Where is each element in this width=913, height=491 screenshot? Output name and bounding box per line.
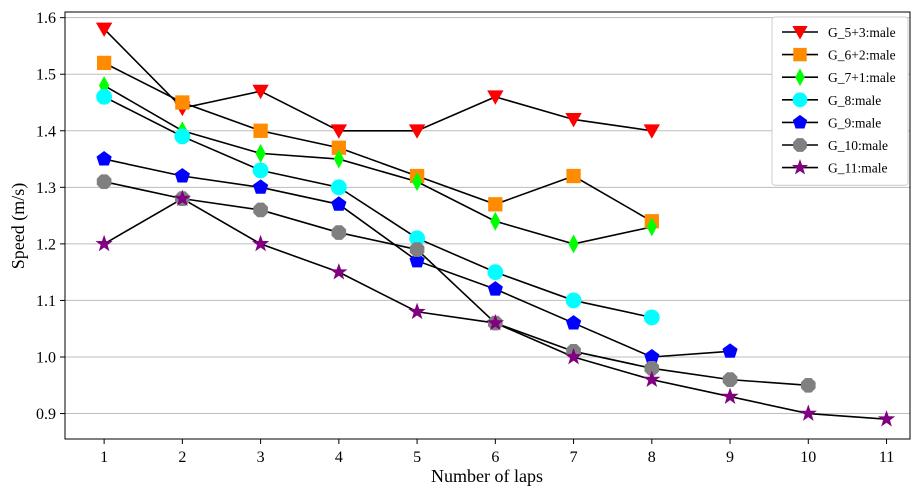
x-tick-label: 6: [491, 449, 499, 466]
data-point-g-11-male: [486, 313, 504, 331]
data-point-g-9-male: [487, 281, 503, 296]
data-point-g-5-3-male: [643, 124, 660, 139]
data-point-g-8-male: [174, 128, 191, 145]
data-point-g-8-male: [487, 264, 504, 281]
data-point-g-7-1-male: [568, 234, 579, 254]
data-point-g-5-3-male: [408, 124, 426, 139]
plot-frame: [64, 11, 911, 440]
data-point-g-10-male: [409, 242, 425, 257]
data-point-g-6-2-male: [253, 123, 268, 138]
legend-label-g-7-1-male: G_7+1:male: [828, 70, 896, 85]
x-tick-label: 4: [335, 449, 343, 466]
data-point-g-11-male: [251, 234, 270, 252]
data-point-g-11-male: [173, 189, 192, 206]
x-tick-label: 3: [257, 449, 265, 466]
legend-label-g-5-3-male: G_5+3:male: [828, 25, 896, 40]
data-point-g-7-1-male: [490, 211, 501, 231]
data-point-g-9-male: [722, 343, 738, 358]
legend-marker-g-8-male: [792, 92, 808, 108]
data-point-g-7-1-male: [255, 143, 266, 163]
y-tick-label: 1.0: [36, 349, 56, 366]
data-point-g-11-male: [877, 410, 896, 427]
legend-label-g-10-male: G_10:male: [828, 138, 888, 153]
series-line-g-6-2-male: [103, 62, 653, 222]
data-point-g-10-male: [253, 202, 268, 218]
y-tick-label: 1.4: [36, 123, 56, 140]
legend-marker-g-10-male: [793, 138, 807, 152]
data-point-g-7-1-male: [646, 217, 657, 237]
y-tick-label: 1.5: [36, 67, 56, 84]
x-tick-label: 10: [800, 449, 816, 466]
data-point-g-11-male: [643, 370, 661, 387]
data-point-g-5-3-male: [565, 113, 582, 128]
series-markers: [95, 22, 896, 427]
data-point-g-6-2-male: [566, 168, 581, 184]
data-point-g-6-2-male: [488, 197, 503, 212]
data-point-g-9-male: [331, 196, 347, 211]
data-point-g-10-male: [800, 377, 816, 393]
data-point-g-8-male: [565, 292, 582, 309]
data-point-g-6-2-male: [96, 55, 112, 71]
y-tick-label: 0.9: [36, 406, 56, 423]
data-point-g-5-3-male: [252, 84, 269, 100]
data-point-g-9-male: [174, 168, 190, 183]
data-point-g-11-male: [721, 387, 739, 404]
series-line-g-5-3-male: [103, 28, 652, 132]
data-point-g-7-1-male: [333, 149, 344, 169]
data-point-g-11-male: [95, 234, 113, 252]
series-line-g-10-male: [103, 180, 809, 387]
legend-label-g-9-male: G_9:male: [828, 115, 881, 130]
legend-label-g-11-male: G_11:male: [828, 161, 887, 176]
data-point-g-8-male: [96, 88, 113, 105]
gridlines: [65, 17, 910, 415]
x-tick-label: 7: [570, 449, 578, 466]
x-axis-ticks: 1 2 3 4 5 6 7 8 9 10 11: [100, 439, 894, 466]
data-point-g-8-male: [643, 309, 660, 326]
legend: G_5+3:male G_6+2:male G_7+1:male G_8:male G_…: [771, 16, 909, 186]
x-tick-label: 2: [178, 449, 186, 466]
x-tick-label: 1: [100, 449, 108, 466]
data-point-g-11-male: [408, 302, 426, 320]
data-point-g-9-male: [252, 179, 269, 194]
series-line-g-7-1-male: [103, 84, 652, 245]
x-tick-label: 5: [413, 449, 421, 466]
data-point-g-11-male: [564, 347, 583, 365]
data-point-g-9-male: [565, 315, 582, 330]
data-point-g-6-2-male: [175, 95, 190, 110]
y-tick-label: 1.3: [36, 180, 56, 197]
x-tick-label: 8: [648, 449, 656, 466]
data-point-g-8-male: [330, 179, 347, 196]
legend-marker-g-5-3-male: [792, 25, 808, 40]
data-point-g-7-1-male: [411, 172, 423, 192]
data-point-g-10-male: [722, 372, 738, 387]
x-tick-label: 11: [879, 449, 894, 466]
data-point-g-10-male: [331, 225, 347, 240]
data-point-g-11-male: [330, 263, 348, 280]
y-tick-label: 1.1: [36, 293, 56, 310]
data-point-g-8-male: [252, 162, 269, 179]
legend-marker-g-7-1-male: [795, 68, 805, 87]
x-axis-label: Number of laps: [431, 466, 543, 486]
data-point-g-11-male: [799, 404, 817, 421]
data-point-g-5-3-male: [487, 90, 504, 105]
x-tick-label: 9: [726, 449, 734, 466]
plot-area: [65, 12, 910, 439]
legend-marker-g-9-male: [792, 114, 808, 129]
y-axis-ticks: 0.9 1.0 1.1 1.2 1.3 1.4 1.5 1.6: [36, 10, 65, 423]
data-point-g-10-male: [96, 174, 112, 189]
data-point-g-9-male: [96, 151, 112, 166]
y-axis-label: Speed (m/s): [8, 183, 29, 269]
legend-label-g-8-male: G_8:male: [828, 93, 881, 108]
data-point-g-5-3-male: [330, 124, 348, 139]
y-tick-label: 1.2: [36, 236, 56, 253]
series-line-g-8-male: [103, 96, 652, 319]
data-point-g-9-male: [409, 252, 425, 268]
legend-label-g-6-2-male: G_6+2:male: [828, 48, 896, 63]
legend-marker-g-6-2-male: [793, 47, 807, 62]
y-tick-label: 1.6: [36, 10, 56, 27]
data-point-g-5-3-male: [95, 22, 113, 37]
legend-marker-g-11-male: [791, 159, 809, 175]
